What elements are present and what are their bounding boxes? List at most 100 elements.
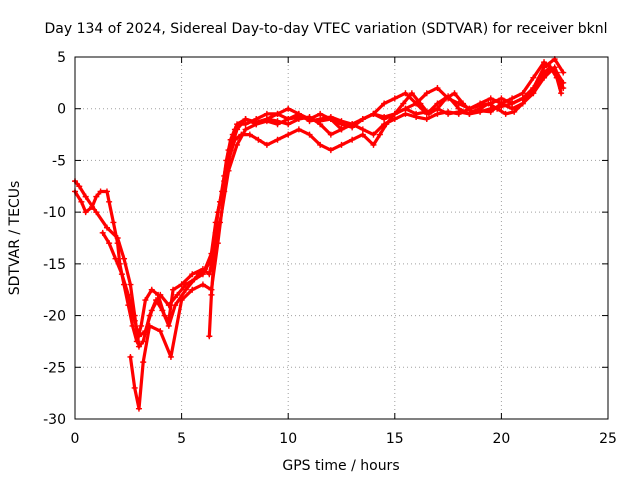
data-point — [93, 193, 100, 200]
y-tick-label: -30 — [43, 412, 66, 428]
data-point — [189, 286, 196, 293]
data-point — [445, 93, 452, 100]
data-point — [560, 69, 567, 76]
data-point — [530, 74, 537, 81]
data-point — [502, 110, 509, 117]
data-point — [338, 126, 345, 133]
data-point — [76, 183, 83, 190]
data-point — [434, 85, 441, 92]
data-point — [131, 384, 138, 391]
data-point — [541, 59, 548, 66]
data-point — [125, 291, 132, 298]
data-point — [214, 209, 221, 216]
data-point — [178, 297, 185, 304]
x-tick-label: 25 — [599, 431, 617, 447]
data-point — [558, 90, 565, 97]
data-point — [234, 121, 241, 128]
data-point — [327, 131, 334, 138]
data-point — [189, 271, 196, 278]
data-point — [170, 286, 177, 293]
y-tick-label: 5 — [57, 50, 66, 66]
data-point — [423, 116, 430, 123]
data-point — [255, 136, 262, 143]
x-tick-label: 20 — [492, 431, 510, 447]
data-point — [246, 131, 253, 138]
data-point — [112, 255, 119, 262]
data-point — [208, 255, 215, 262]
data-point — [381, 100, 388, 107]
data-point — [274, 121, 281, 128]
data-point — [413, 100, 420, 107]
data-point — [140, 359, 147, 366]
data-point — [455, 100, 462, 107]
data-point — [110, 219, 117, 226]
data-point — [519, 100, 526, 107]
data-point — [509, 100, 516, 107]
data-point — [509, 105, 516, 112]
data-point — [106, 198, 113, 205]
chart-title: Day 134 of 2024, Sidereal Day-to-day VTE… — [45, 21, 608, 37]
plot-border — [74, 56, 609, 420]
data-point — [159, 307, 166, 314]
data-point — [327, 147, 334, 154]
data-point — [165, 302, 172, 309]
data-point — [140, 338, 147, 345]
data-point — [349, 136, 356, 143]
data-point — [455, 105, 462, 112]
data-point — [227, 147, 234, 154]
data-point — [242, 121, 249, 128]
y-tick-label: -25 — [43, 360, 66, 376]
data-point — [82, 209, 89, 216]
data-point — [135, 343, 142, 350]
data-point — [142, 328, 149, 335]
data-point — [400, 100, 407, 107]
data-point — [242, 116, 249, 123]
data-point — [423, 110, 430, 117]
data-point — [167, 353, 174, 360]
data-point — [349, 121, 356, 128]
data-point — [466, 105, 473, 112]
data-point — [206, 333, 213, 340]
data-point — [445, 108, 452, 115]
data-point — [376, 131, 383, 138]
data-point — [274, 110, 281, 117]
data-point — [391, 110, 398, 117]
data-series — [72, 56, 567, 412]
data-point — [131, 317, 138, 324]
x-tick-label: 10 — [279, 431, 297, 447]
data-point — [317, 141, 324, 148]
data-point — [487, 95, 494, 102]
data-point — [498, 103, 505, 110]
data-point — [306, 118, 313, 125]
data-point — [142, 297, 149, 304]
data-point — [485, 100, 492, 107]
data-point — [285, 131, 292, 138]
data-point — [199, 271, 206, 278]
data-point — [455, 110, 462, 117]
data-point — [391, 95, 398, 102]
data-point — [242, 126, 249, 133]
data-point — [118, 271, 125, 278]
data-point — [295, 116, 302, 123]
data-point — [182, 286, 189, 293]
data-point — [551, 64, 558, 71]
data-point — [519, 95, 526, 102]
data-point — [338, 141, 345, 148]
data-point — [121, 255, 128, 262]
series-track-e — [99, 64, 567, 340]
x-axis-label: GPS time / hours — [282, 458, 399, 474]
data-point — [182, 281, 189, 288]
data-point — [477, 100, 484, 107]
y-tick-label: -10 — [43, 205, 66, 221]
data-point — [306, 131, 313, 138]
x-tick-label: 0 — [71, 431, 80, 447]
data-point — [541, 64, 548, 71]
data-point — [135, 333, 142, 340]
data-point — [434, 105, 441, 112]
data-point — [78, 198, 85, 205]
data-point — [172, 302, 179, 309]
data-point — [434, 100, 441, 107]
data-point — [191, 276, 198, 283]
data-point — [127, 281, 134, 288]
data-point — [285, 116, 292, 123]
